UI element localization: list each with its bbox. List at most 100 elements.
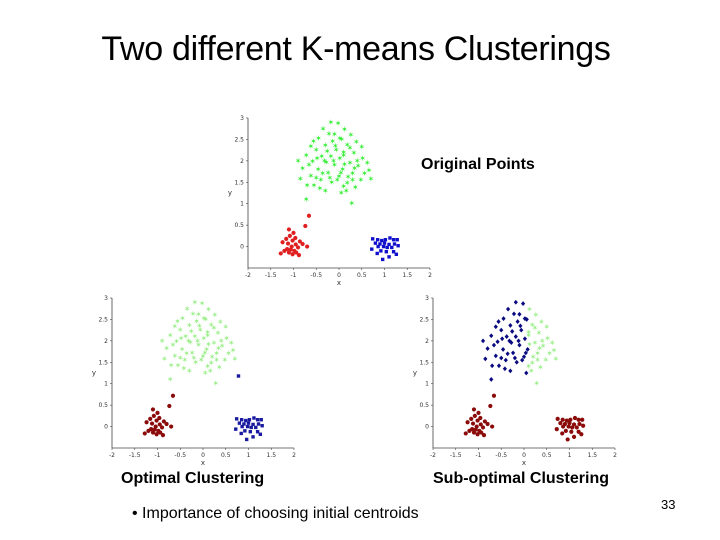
data-point: ✶ [163,344,170,353]
data-point: ✶ [322,141,329,150]
data-point [496,363,502,369]
data-point: ✶ [536,344,543,353]
x-tick-label: -2 [109,452,115,459]
data-point: ✶ [211,324,218,333]
data-point: ✶ [366,166,373,175]
data-point [566,424,571,429]
data-point: ✶ [299,164,306,173]
data-point: ✶ [358,143,365,152]
data-point [303,223,308,229]
data-point [154,432,159,437]
data-point [469,416,474,421]
data-point: ✶ [228,339,235,348]
data-point [478,415,483,421]
data-point: ✶ [182,332,189,341]
data-point [245,424,250,429]
x-axis-label: x [522,459,526,467]
x-axis-label: x [337,279,341,287]
data-point: ✶ [349,176,356,185]
data-point [150,407,156,412]
data-point [480,425,486,430]
data-point: ✶ [532,324,539,333]
data-point: ✶ [191,332,198,341]
data-point: ✶ [194,336,201,345]
data-point: ✶ [525,362,532,371]
data-point: ✶ [528,366,535,375]
data-point [488,403,493,409]
data-point: ✶ [348,199,355,208]
data-point [249,425,253,430]
data-point [496,319,501,324]
data-point [251,435,255,439]
data-point: ✶ [314,154,321,163]
data-point: ✶ [549,339,556,348]
data-point: ✶ [307,142,314,151]
data-point: ✶ [192,358,199,367]
data-point [256,422,261,426]
data-point: ✶ [219,342,226,351]
data-point [512,355,517,361]
data-point [471,430,477,435]
data-point [576,417,581,422]
data-point [580,417,585,422]
data-point: ✶ [191,298,198,307]
x-axis-label: x [201,459,205,467]
data-point [375,238,380,242]
data-point [255,418,260,422]
data-point: ✶ [204,362,211,371]
data-point: ✶ [304,181,311,190]
data-point [502,366,507,372]
data-point: ✶ [332,141,339,150]
data-point: ✶ [331,161,338,170]
x-tick-label: -1 [155,452,161,459]
data-point [370,247,374,251]
data-point: ✶ [199,299,206,308]
data-point [286,227,292,232]
data-point [515,319,520,324]
data-point [375,251,379,256]
data-point [517,311,522,317]
data-point: ✶ [215,344,222,353]
data-point: ✶ [216,363,223,372]
data-point: ✶ [328,178,335,187]
data-point [246,421,251,425]
data-point [523,350,528,356]
data-point [508,323,513,328]
data-point [467,428,472,433]
data-point: ✶ [218,336,225,345]
data-point: ✶ [532,311,539,320]
data-point: ✶ [338,135,345,144]
data-point: ✶ [201,314,208,323]
data-point: ✶ [184,305,191,314]
y-axis-label: y [92,369,96,377]
data-point: ✶ [185,336,192,345]
data-point [493,324,498,330]
x-tick-label: 0.5 [357,272,367,279]
data-point: ✶ [215,329,222,338]
data-point [481,433,487,438]
data-point: ✶ [179,345,186,354]
y-tick-label: 0 [104,424,108,431]
x-tick-label: 2 [613,452,617,459]
y-tick-label: 3 [240,115,244,122]
data-point: ✶ [174,317,181,326]
data-point [491,393,497,398]
y-axis-label: y [228,189,232,197]
data-point [305,244,310,249]
data-point: ✶ [534,349,541,358]
data-point [151,413,156,418]
data-point [514,359,519,365]
x-tick-label: 1 [568,452,572,459]
data-point: ✶ [315,165,322,174]
data-point: ✶ [231,354,238,363]
data-point [258,432,263,436]
data-point: ✶ [313,146,320,155]
data-point [248,430,253,434]
data-point: ✶ [173,337,180,346]
data-point: ✶ [324,147,331,156]
data-point [470,421,476,426]
slide-title: Two different K-means Clusterings [101,30,611,68]
data-point [388,236,392,240]
data-point: ✶ [201,348,208,357]
